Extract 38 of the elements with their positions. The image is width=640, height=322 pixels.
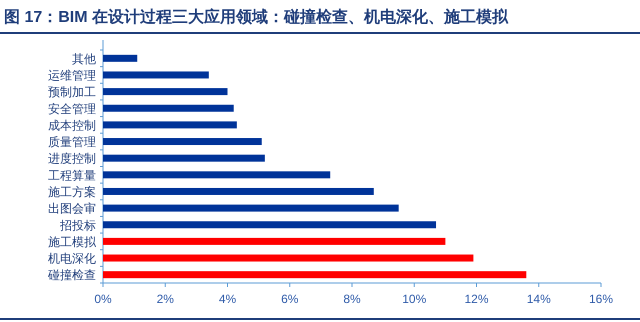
y-tick-label: 机电深化 — [48, 252, 96, 266]
y-tick-label: 出图会审 — [48, 202, 96, 216]
y-tick-label: 碰撞检查 — [47, 268, 96, 282]
bar — [103, 271, 526, 278]
x-tick-label: 12% — [464, 292, 489, 306]
bar — [103, 154, 265, 162]
bar — [103, 121, 237, 128]
x-tick-label: 4% — [218, 292, 236, 306]
y-tick-label: 招投标 — [59, 218, 96, 232]
bar — [103, 221, 436, 228]
chart-title: 图 17：BIM 在设计过程三大应用领域：碰撞检查、机电深化、施工模拟 — [4, 7, 510, 26]
y-tick-label: 施工模拟 — [48, 234, 97, 249]
y-tick-label: 其他 — [72, 52, 96, 66]
bar — [103, 188, 374, 195]
y-tick-label: 工程算量 — [48, 168, 96, 182]
y-tick-label: 安全管理 — [48, 102, 96, 116]
x-tick-label: 10% — [402, 292, 427, 306]
y-tick-label: 质量管理 — [48, 135, 96, 150]
bar — [103, 171, 330, 178]
y-tick-label: 施工方案 — [48, 184, 96, 199]
bar — [103, 71, 209, 78]
x-tick-label: 16% — [588, 292, 614, 306]
x-tick-label: 8% — [343, 292, 361, 306]
bar — [103, 138, 262, 146]
y-tick-label: 成本控制 — [48, 118, 96, 132]
y-tick-label: 预制加工 — [48, 85, 96, 100]
x-tick-label: 14% — [526, 292, 552, 306]
y-tick-label: 运维管理 — [48, 68, 96, 82]
x-tick-label: 2% — [156, 292, 174, 306]
bar — [103, 88, 228, 96]
bar — [103, 238, 446, 245]
bar — [103, 104, 234, 112]
x-tick-label: 0% — [94, 292, 112, 306]
y-tick-label: 进度控制 — [48, 152, 96, 166]
bar — [103, 54, 138, 62]
x-tick-label: 6% — [281, 292, 299, 306]
bar — [103, 254, 474, 262]
bar — [103, 204, 399, 212]
